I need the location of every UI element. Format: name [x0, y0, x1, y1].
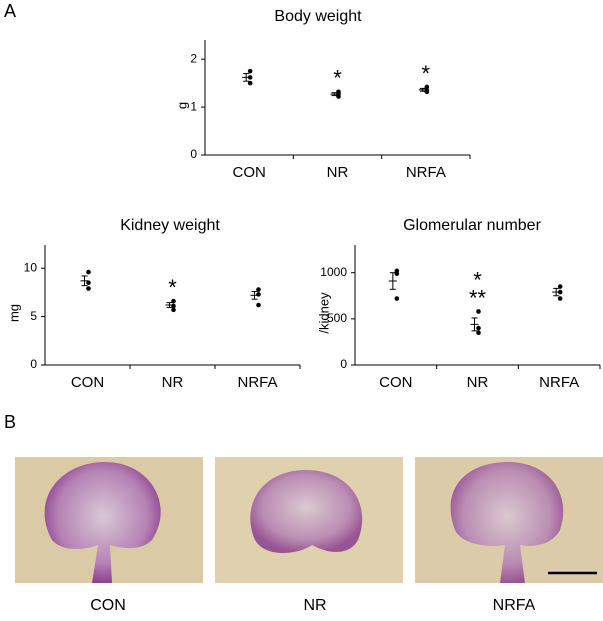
data-point [336, 94, 341, 99]
y-tick-label: 500 [327, 311, 347, 325]
significance-mark: * [333, 66, 342, 91]
data-point [424, 89, 430, 95]
y-axis-label: mg [6, 304, 21, 322]
data-point [256, 287, 261, 292]
image-caption: NRFA [493, 597, 536, 614]
x-tick-label: NRFA [237, 374, 277, 391]
image-caption: NR [303, 597, 326, 614]
x-tick-label: NR [162, 374, 184, 391]
data-point [394, 296, 400, 301]
panel-label: B [4, 412, 16, 432]
x-tick-label: NRFA [406, 164, 446, 181]
x-tick-label: CON [232, 164, 265, 181]
data-point [557, 296, 563, 301]
data-point [557, 284, 563, 289]
data-point [247, 68, 253, 74]
x-tick-label: NRFA [539, 374, 579, 391]
data-point [476, 330, 481, 335]
x-tick-label: CON [379, 374, 412, 391]
data-point [557, 289, 563, 295]
y-axis-label: /kidney [316, 292, 331, 334]
data-point [256, 292, 261, 297]
y-tick-label: 0 [30, 357, 37, 371]
y-axis-label: g [174, 102, 189, 109]
micrograph [215, 457, 403, 583]
data-point [256, 302, 261, 308]
micrograph [415, 457, 603, 583]
y-tick-label: 5 [30, 309, 37, 323]
y-tick-label: 2 [190, 51, 197, 65]
data-point [86, 269, 91, 275]
data-point [247, 75, 253, 80]
x-tick-label: NR [327, 164, 349, 181]
data-point [247, 80, 253, 86]
data-point [394, 271, 400, 276]
y-tick-label: 1000 [320, 265, 347, 279]
x-tick-label: CON [71, 374, 104, 391]
y-tick-label: 1 [190, 99, 197, 113]
chart-title: Body weight [274, 8, 362, 25]
data-point [476, 325, 481, 331]
significance-mark: * [422, 61, 431, 86]
data-point [86, 286, 91, 291]
chart-title: Kidney weight [120, 217, 220, 234]
data-point [476, 309, 481, 314]
significance-mark: ** [469, 285, 487, 310]
chart-title: Glomerular number [403, 217, 542, 234]
image-caption: CON [90, 597, 126, 614]
data-point [424, 84, 430, 90]
y-tick-label: 10 [24, 260, 38, 274]
significance-mark: * [168, 275, 177, 300]
y-tick-label: 0 [340, 357, 347, 371]
x-tick-label: NR [467, 374, 489, 391]
panel-label: A [4, 1, 16, 21]
data-point [171, 307, 176, 313]
data-point [171, 303, 176, 309]
data-point [86, 280, 91, 286]
y-tick-label: 0 [190, 147, 197, 161]
significance-mark: * [473, 267, 482, 292]
micrograph [15, 457, 203, 583]
data-point [171, 298, 176, 304]
